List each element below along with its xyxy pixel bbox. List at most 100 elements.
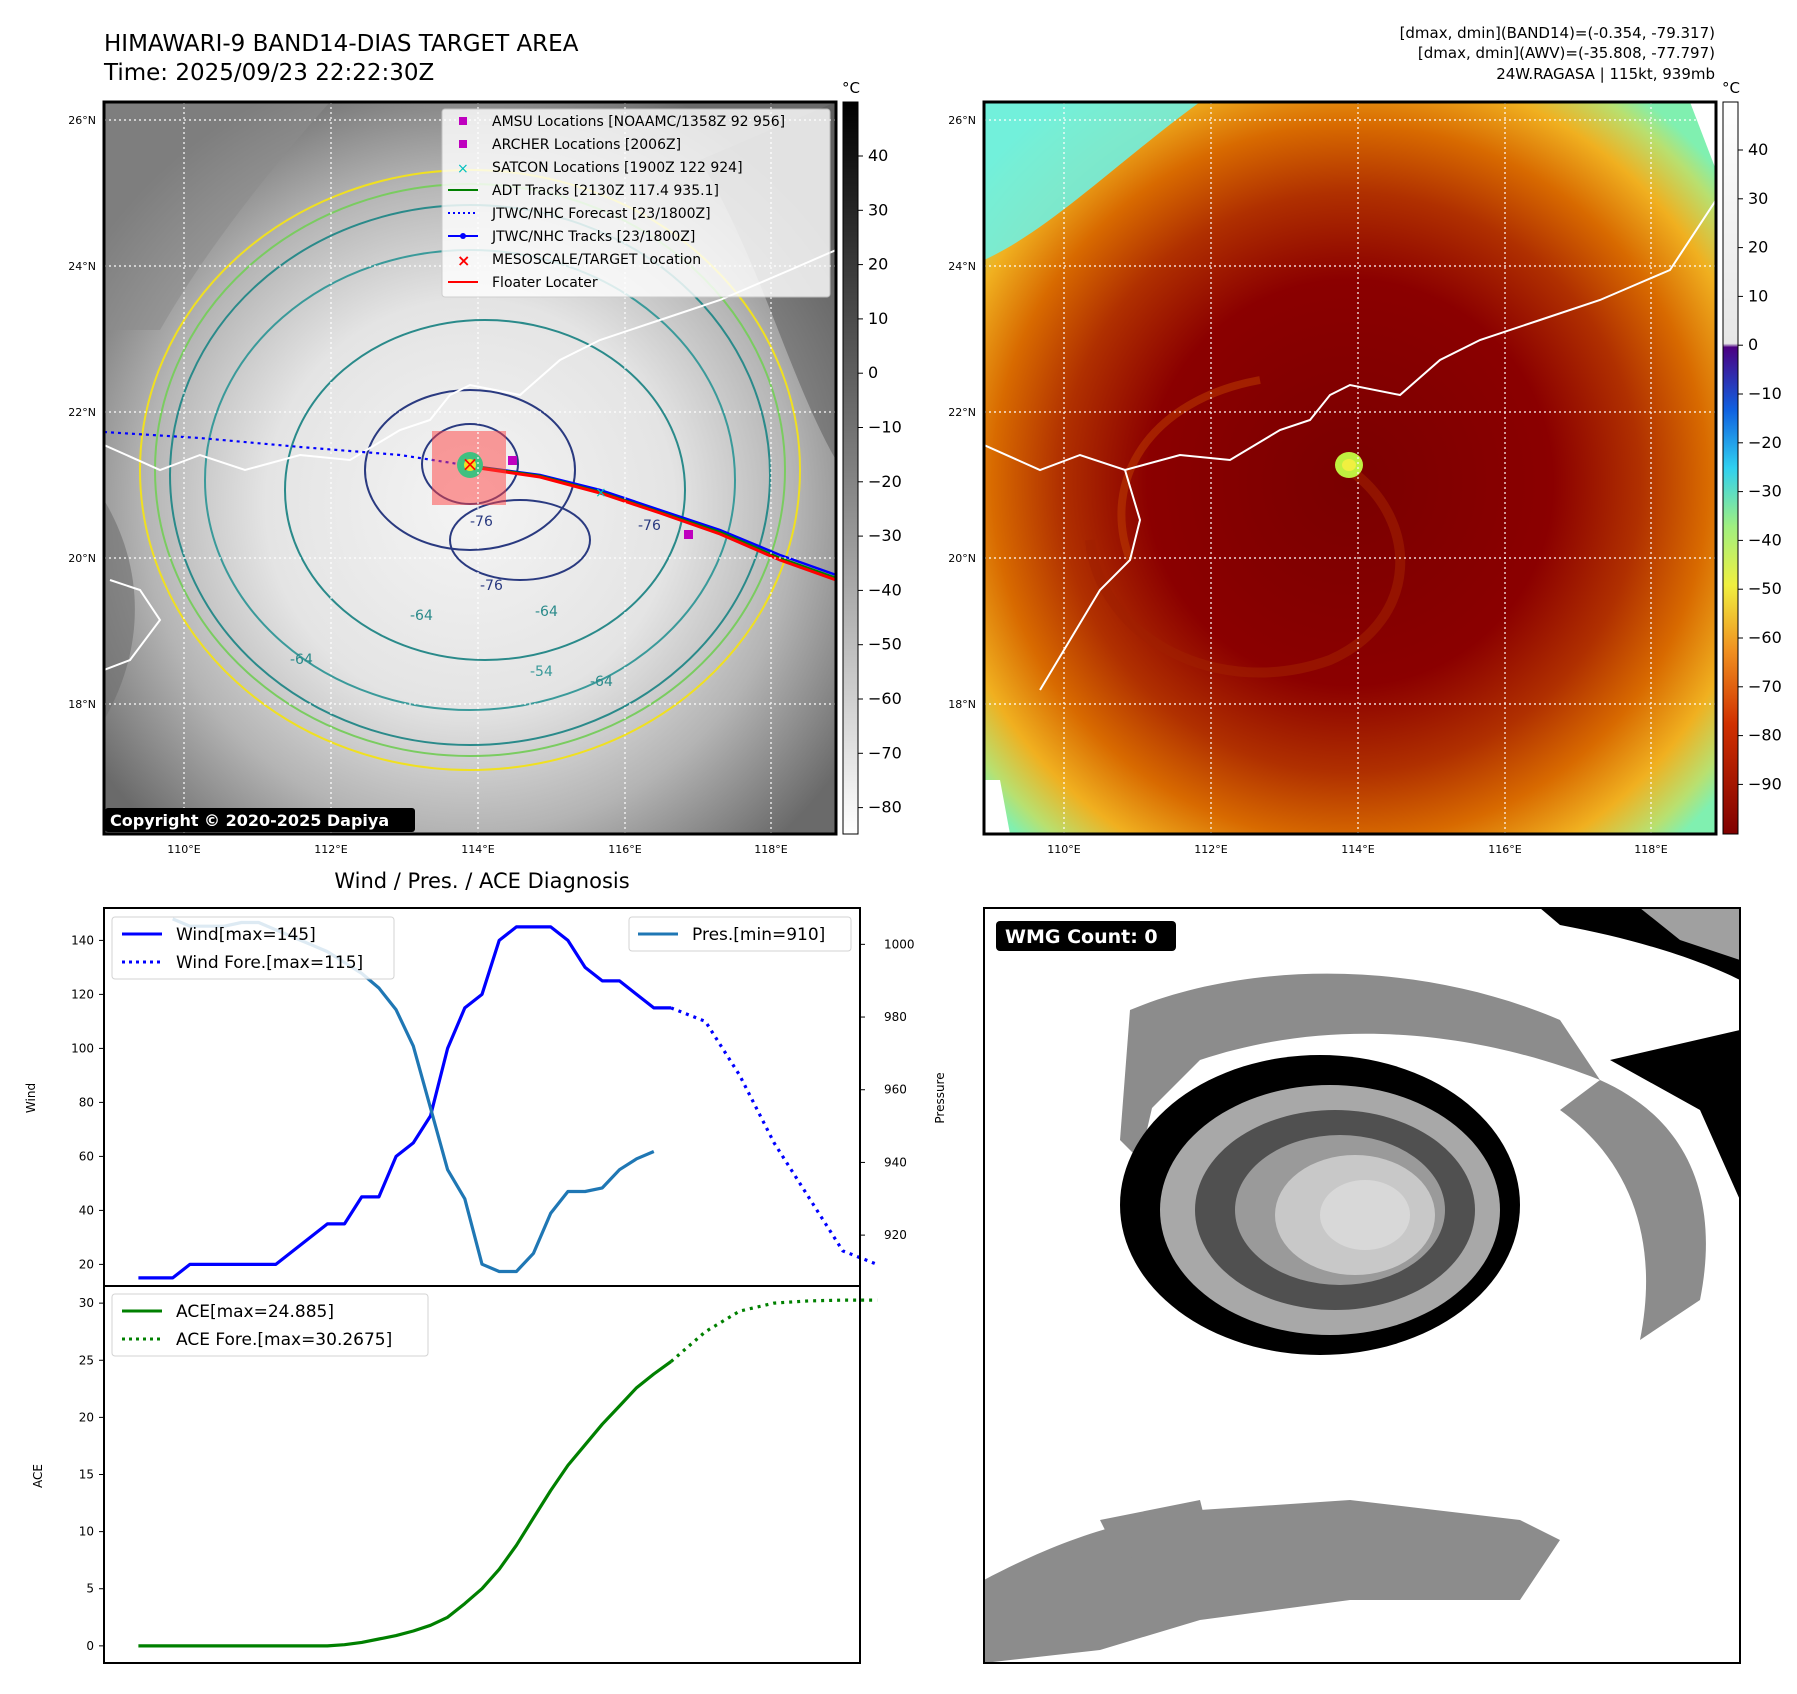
lat-tick-label: 24°N (948, 260, 976, 273)
ace-tick-label: 20 (79, 1410, 94, 1424)
contour-label: -64 (535, 604, 558, 620)
contour-teal-inner (284, 319, 686, 661)
lat-tick-label: 22°N (68, 406, 96, 419)
legend-forecast: JTWC/NHC Forecast [23/1800Z] (491, 206, 711, 222)
colorbar-tick-label: 30 (868, 200, 888, 219)
colorbar-tick-label: 10 (1748, 286, 1768, 305)
diagnosis-panel: Wind / Pres. / ACE Diagnosis Wind Pressu… (24, 869, 947, 1664)
wind-tick-label: 140 (71, 933, 94, 947)
colorbar-tick-label: −70 (868, 743, 902, 762)
colorbar-tick-label: −60 (868, 689, 902, 708)
colorbar-tick-label: −40 (1748, 530, 1782, 549)
pressure-tick-label: 940 (884, 1155, 907, 1169)
jtwc-forecast-track (104, 430, 466, 467)
lon-tick-label: 116°E (608, 843, 641, 856)
ace-tick-label: 15 (79, 1468, 94, 1482)
floater-locater-line (464, 464, 836, 582)
lon-tick-label: 112°E (314, 843, 347, 856)
ace-axis-ticks: 0 5 10 15 20 25 30 (79, 1296, 104, 1653)
ace-tick-label: 30 (79, 1296, 94, 1310)
colorbar-tick-label: −80 (1748, 726, 1782, 745)
contour-label: -76 (638, 518, 661, 534)
colorbar-tick-label: −30 (1748, 482, 1782, 501)
wind-tick-label: 80 (79, 1095, 94, 1109)
lon-tick-label: 110°E (167, 843, 200, 856)
pressure-tick-label: 960 (884, 1083, 907, 1097)
legend-amsu-icon (459, 117, 467, 125)
ace-tick-label: 5 (86, 1582, 94, 1596)
amsu-marker (508, 456, 517, 465)
ir-colorbar (842, 101, 859, 835)
lon-tick-label: 110°E (1047, 843, 1080, 856)
archer-marker (684, 530, 693, 539)
legend-floater: Floater Locater (492, 275, 598, 291)
contour-label: -64 (290, 652, 313, 668)
copyright-text: Copyright © 2020-2025 Dapiya (110, 811, 389, 830)
lat-tick-label: 20°N (68, 552, 96, 565)
band14-range-stat: [dmax, dmin](BAND14)=(-0.354, -79.317) (1400, 24, 1715, 42)
copyright-badge (105, 808, 415, 832)
awv-spiral-band (1085, 465, 1406, 678)
legend-target-icon: × (457, 251, 470, 270)
ir-map-frame (102, 100, 838, 836)
colorbar-tick-label: 0 (1748, 335, 1758, 354)
legend-archer: ARCHER Locations [2006Z] (492, 137, 681, 153)
ace-axis-label: ACE (31, 1464, 45, 1488)
figure-title: HIMAWARI-9 BAND14-DIAS TARGET AREA (104, 31, 579, 57)
satcon-marker: × (595, 485, 607, 501)
ir-map-panel: × × -76 -76 -76 -64 -64 -64 -64 -54 110°… (68, 79, 902, 856)
lon-tick-label: 112°E (1194, 843, 1227, 856)
contour-navy-band (449, 499, 591, 581)
colorbar-tick-label: 40 (1748, 140, 1768, 159)
storm-summary: 24W.RAGASA | 115kt, 939mb (1496, 65, 1715, 83)
legend-target: MESOSCALE/TARGET Location (492, 252, 701, 268)
ace-tick-label: 25 (79, 1353, 94, 1367)
awv-map-frame (982, 100, 1718, 836)
awv-coastline (984, 199, 1716, 472)
legend-adt: ADT Tracks [2130Z 117.4 935.1] (492, 183, 719, 199)
awv-range-stat: [dmax, dmin](AWV)=(-35.808, -77.797) (1418, 44, 1715, 62)
colorbar-tick-label: −20 (1748, 433, 1782, 452)
pressure-tick-label: 920 (884, 1228, 907, 1242)
colorbar-tick-label: 20 (868, 255, 888, 274)
ir-legend-box (441, 108, 831, 298)
contour-label: -54 (530, 664, 553, 680)
ace-lines (138, 1298, 878, 1648)
colorbar-tick-label: 30 (1748, 189, 1768, 208)
lon-tick-label: 116°E (1488, 843, 1521, 856)
legend-pres: Pres.[min=910] (692, 925, 825, 945)
wind-tick-label: 100 (71, 1041, 94, 1055)
legend-ace: ACE[max=24.885] (176, 1302, 334, 1322)
wind-tick-label: 120 (71, 987, 94, 1001)
ir-coastline (104, 249, 836, 472)
colorbar-tick-label: 20 (1748, 238, 1768, 257)
legend-ace-fore: ACE Fore.[max=30.2675] (176, 1330, 392, 1350)
ir-colorbar-ticks: 40 30 20 10 0 −10 −20 −30 −40 −50 −60 −70 −80 (858, 146, 902, 817)
wmg-count-badge (996, 921, 1176, 951)
pressure-legend: Pres.[min=910] (628, 916, 852, 952)
awv-colorbar-unit: °C (1722, 79, 1740, 97)
lat-tick-label: 24°N (68, 260, 96, 273)
pressure-axis-label: Pressure (933, 1072, 947, 1123)
colorbar-tick-label: −10 (868, 418, 902, 437)
lat-tick-label: 22°N (948, 406, 976, 419)
legend-archer-icon (459, 140, 467, 148)
ace-plot-frame (103, 1285, 861, 1664)
colorbar-tick-label: −20 (868, 472, 902, 491)
series-line-0 (138, 925, 671, 1280)
lon-tick-label: 118°E (1634, 843, 1667, 856)
wind-axis-ticks: 20 40 60 80 100 120 140 (71, 933, 104, 1271)
colorbar-tick-label: −60 (1748, 628, 1782, 647)
wmg-count-text: WMG Count: 0 (1005, 926, 1158, 948)
legend-satcon-icon: × (457, 161, 469, 177)
colorbar-tick-label: −40 (868, 580, 902, 599)
contour-label: -76 (470, 514, 493, 530)
figure-time: Time: 2025/09/23 22:22:30Z (103, 60, 434, 86)
colorbar-tick-label: −10 (1748, 384, 1782, 403)
wind-tick-label: 60 (79, 1149, 94, 1163)
ace-series-line-0 (138, 1360, 672, 1648)
lat-tick-label: 20°N (948, 552, 976, 565)
ace-tick-label: 0 (86, 1639, 94, 1653)
